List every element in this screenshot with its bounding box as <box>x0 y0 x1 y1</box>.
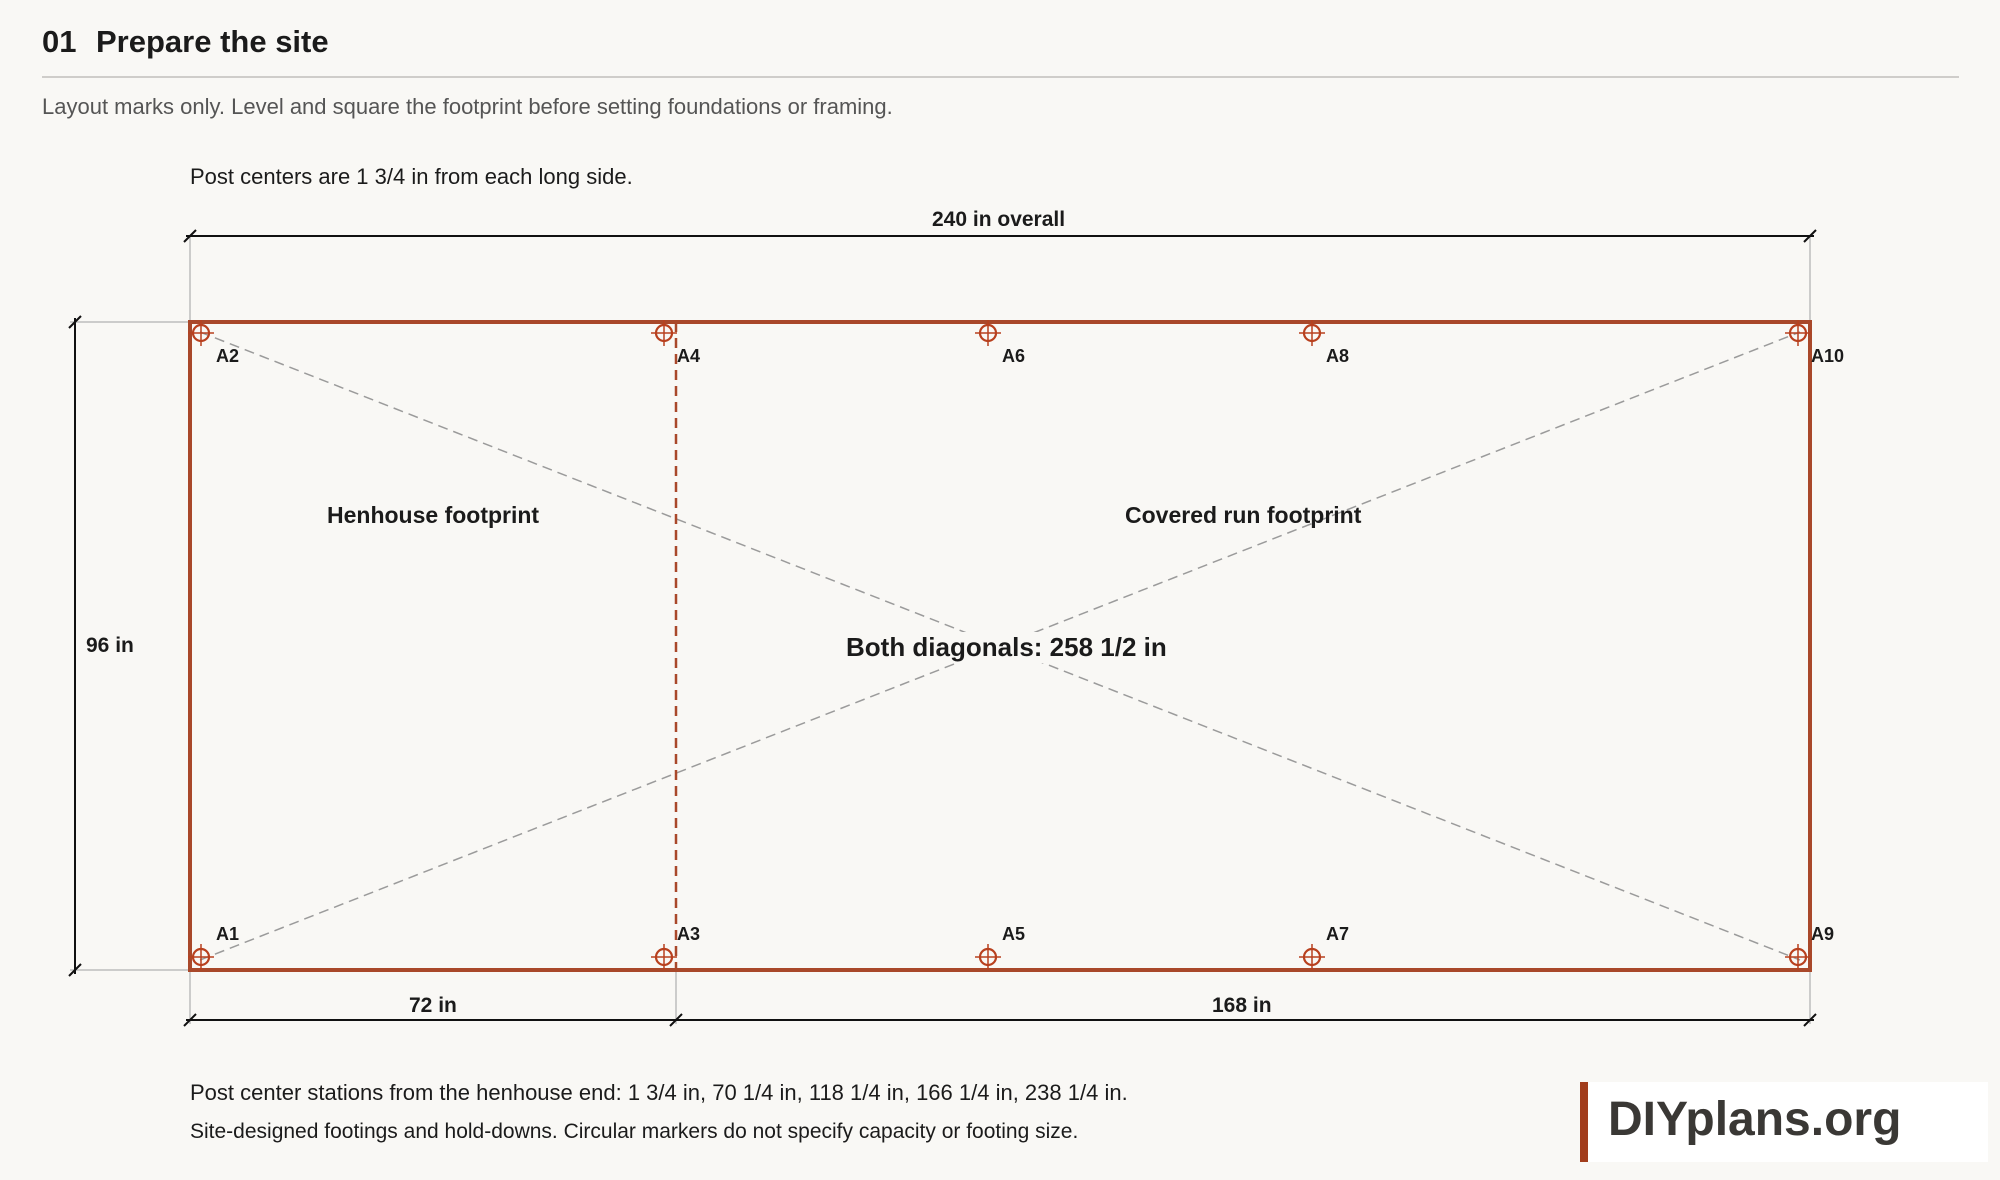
post-label-a2: A2 <box>216 346 240 366</box>
run-footprint-label: Covered run footprint <box>1125 502 1362 528</box>
step-number: 01 <box>42 24 77 59</box>
step-header: 01 Prepare the site <box>42 24 1959 78</box>
site-logo: DIYplans.org <box>1580 1082 1988 1162</box>
post-label-a1: A1 <box>216 924 240 944</box>
post-marker-a1 <box>188 944 214 970</box>
post-label-a4: A4 <box>677 346 701 366</box>
footprint-outline <box>188 320 1812 972</box>
bottom-dimensions <box>183 1013 1817 1027</box>
post-label-a10: A10 <box>1811 346 1845 366</box>
depth-dimension <box>68 315 82 977</box>
overall-dimension <box>183 229 1817 243</box>
post-label-a5: A5 <box>1002 924 1026 944</box>
post-label-a9: A9 <box>1811 924 1835 944</box>
post-label-a7: A7 <box>1326 924 1350 944</box>
post-label-a6: A6 <box>1002 346 1026 366</box>
logo-text: DIYplans.org <box>1608 1093 1902 1146</box>
post-offset-note: Post centers are 1 3/4 in from each long… <box>190 164 633 189</box>
post-marker-a2 <box>188 320 214 346</box>
depth-dimension-label: 96 in <box>86 634 134 657</box>
post-marker-a6 <box>975 320 1001 346</box>
post-marker-a8 <box>1299 320 1325 346</box>
step-subtitle: Layout marks only. Level and square the … <box>42 94 893 119</box>
post-label-a3: A3 <box>677 924 701 944</box>
post-marker-a10 <box>1785 320 1811 346</box>
footing-disclaimer: Site-designed footings and hold-downs. C… <box>190 1120 1079 1143</box>
post-label-a8: A8 <box>1326 346 1350 366</box>
henhouse-footprint-label: Henhouse footprint <box>327 502 540 528</box>
run-length-label: 168 in <box>1212 994 1272 1017</box>
post-marker-a5 <box>975 944 1001 970</box>
post-marker-a9 <box>1785 944 1811 970</box>
page-title: Prepare the site <box>96 24 329 59</box>
post-marker-a3 <box>651 944 677 970</box>
post-stations-note: Post center stations from the henhouse e… <box>190 1080 1128 1105</box>
diagonals-label: Both diagonals: 258 1/2 in <box>840 632 1173 663</box>
diagonal-a1-a10 <box>199 331 1801 961</box>
post-marker-a7 <box>1299 944 1325 970</box>
diagonal-a2-a9 <box>199 331 1801 961</box>
post-marker-a4 <box>651 320 677 346</box>
henhouse-length-label: 72 in <box>409 994 457 1017</box>
